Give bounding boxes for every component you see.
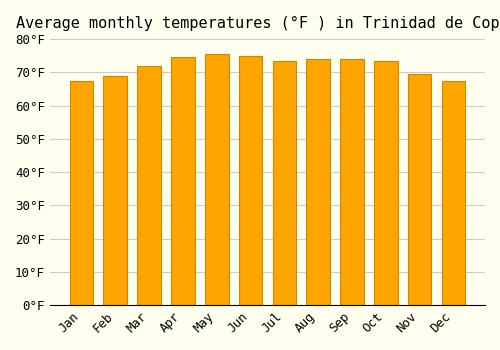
Bar — [238, 56, 262, 305]
Bar — [205, 54, 229, 305]
Bar — [70, 80, 94, 305]
Bar — [374, 61, 398, 305]
Bar — [272, 61, 296, 305]
Bar — [442, 80, 465, 305]
Bar — [306, 59, 330, 305]
Title: Average monthly temperatures (°F ) in Trinidad de Copán: Average monthly temperatures (°F ) in Tr… — [16, 15, 500, 31]
Bar — [104, 76, 127, 305]
Bar — [408, 74, 432, 305]
Bar — [171, 57, 194, 305]
Bar — [138, 66, 161, 305]
Bar — [340, 59, 364, 305]
